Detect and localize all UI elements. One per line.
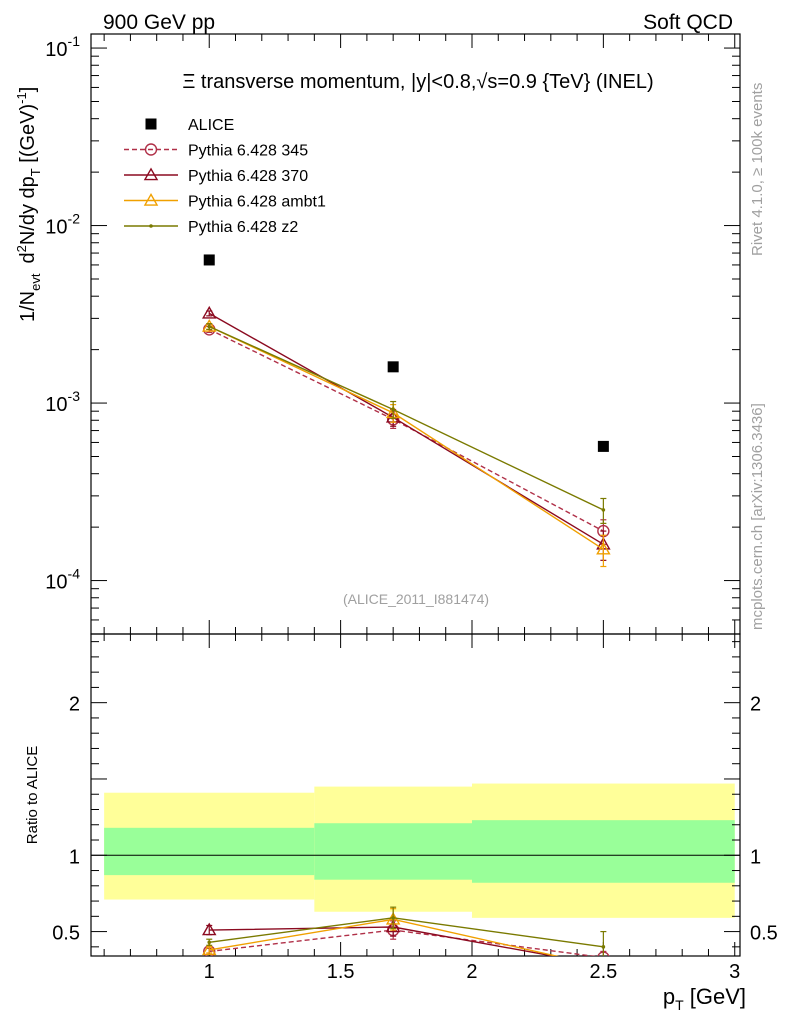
ylabel-part-g: [(GeV) — [17, 104, 39, 168]
data-point-z2 — [207, 324, 212, 329]
series-alice — [203, 254, 609, 452]
data-point-alice — [203, 254, 215, 266]
series-line-ambt1 — [208, 325, 604, 550]
series-ambt1 — [201, 319, 611, 568]
data-point-p370 — [201, 305, 217, 319]
ratio-y-tick-labels: 0.5 0.5 1 1 2 2 — [52, 694, 778, 945]
tick-exponent: -4 — [68, 566, 81, 582]
analysis-watermark: (ALICE_2011_I881474) — [343, 591, 489, 607]
ratio-plot-frame — [90, 633, 741, 957]
legend-label-alice: ALICE — [188, 117, 234, 134]
series-line-p370 — [209, 926, 557, 956]
legend-marker-ambt1 — [143, 193, 159, 206]
ratio-y-tick-label-left: 1 — [69, 846, 80, 868]
x-tick-label: 2 — [466, 961, 477, 983]
series-p370 — [201, 917, 557, 956]
ratio-x-tick-labels: 1 1.5 2 2.5 3 — [204, 961, 741, 983]
x-axis-label: pT [GeV] — [663, 984, 746, 1013]
data-point-alice — [597, 440, 609, 452]
ylabel-part-h: -1 — [14, 92, 29, 104]
xlabel-part-a: p — [663, 984, 675, 1009]
header-left: 900 GeV pp — [103, 11, 215, 34]
header-right: Soft QCD — [643, 11, 733, 34]
main-y-tick-labels: 10-410-310-210-1 — [45, 33, 80, 594]
legend-marker-z2 — [149, 224, 153, 228]
inner-band-0 — [104, 827, 315, 876]
x-tick-label: 1.5 — [327, 961, 355, 983]
data-point-z2 — [207, 940, 212, 945]
series-p345 — [203, 920, 610, 956]
ratio-y-tick-label-right: 0.5 — [750, 923, 778, 945]
data-point-p345 — [203, 945, 216, 956]
tick-exponent: -2 — [68, 211, 81, 227]
data-point-ambt1 — [596, 541, 611, 555]
ratio-bands — [104, 783, 735, 918]
xlabel-part-c: [GeV] — [684, 984, 746, 1009]
x-tick-label: 2.5 — [589, 961, 617, 983]
series-line-ambt1 — [209, 918, 560, 956]
ratio-y-tick-label-right: 1 — [750, 846, 761, 868]
legend-label-ambt1: Pythia 6.428 ambt1 — [188, 194, 326, 211]
series-line-p370 — [208, 312, 604, 545]
plot-title: Ξ transverse momentum, |y|<0.8,√s=0.9 {T… — [182, 71, 653, 93]
data-point-ambt1 — [201, 942, 217, 956]
ylabel-part-e: N/dy dp — [17, 176, 39, 245]
main-y-axis-label: 1/Nevt d2N/dy dpT [(GeV)-1] — [14, 87, 43, 322]
data-point-z2 — [601, 945, 606, 949]
legend-label-p345: Pythia 6.428 345 — [188, 143, 308, 160]
tick-base: 10 — [45, 217, 67, 239]
main-y-tick-label: 10-2 — [45, 211, 80, 239]
legend-label-p370: Pythia 6.428 370 — [188, 168, 308, 185]
ylabel-part-f: T — [28, 168, 43, 176]
data-point-ambt1 — [201, 319, 217, 332]
main-series-group — [201, 254, 611, 568]
data-point-z2 — [601, 508, 606, 512]
ylabel-part-a: 1/N — [17, 291, 39, 322]
tick-base: 10 — [45, 39, 67, 61]
mcplots-annotation: mcplots.cern.ch [arXiv:1306.3436] — [749, 403, 766, 630]
inner-band-1 — [314, 823, 472, 880]
tick-exponent: -3 — [68, 388, 81, 404]
ylabel-part-c: d — [17, 252, 39, 263]
series-ambt1 — [201, 908, 560, 956]
x-tick-label: 3 — [729, 961, 740, 983]
ylabel-part-d: 2 — [14, 245, 29, 252]
series-line-p345 — [208, 328, 604, 532]
series-p370 — [201, 305, 611, 561]
ratio-series-group — [201, 906, 610, 956]
xlabel-part-b: T — [675, 997, 684, 1013]
series-z2 — [206, 906, 607, 956]
data-point-alice — [387, 361, 399, 373]
rivet-annotation: Rivet 4.1.0, ≥ 100k events — [749, 83, 766, 256]
inner-band-2 — [471, 820, 735, 883]
main-y-tick-label: 10-4 — [45, 566, 80, 594]
ylabel-part-b: evt — [28, 273, 43, 291]
tick-exponent: -1 — [68, 33, 81, 49]
ylabel-part-i: ] — [17, 87, 39, 93]
data-point-z2 — [391, 916, 395, 920]
tick-base: 10 — [45, 572, 67, 594]
ratio-y-tick-label-right: 2 — [750, 694, 761, 716]
ratio-y-tick-label-left: 0.5 — [52, 923, 80, 945]
tick-base: 10 — [45, 394, 67, 416]
legend-label-z2: Pythia 6.428 z2 — [188, 219, 298, 236]
x-tick-label: 1 — [204, 961, 215, 983]
series-z2 — [206, 323, 607, 524]
legend-marker-p345 — [144, 143, 158, 156]
main-y-tick-label: 10-3 — [45, 388, 80, 416]
data-point-p370 — [385, 919, 401, 933]
axis-ticks — [91, 34, 740, 956]
ratio-y-axis-label: Ratio to ALICE — [24, 746, 41, 844]
data-point-z2 — [391, 407, 395, 412]
legend: ALICE Pythia 6.428 345 Pythia 6.428 370 Pyt… — [124, 117, 326, 236]
ratio-y-tick-label-left: 2 — [69, 694, 80, 716]
legend-marker-alice — [145, 118, 157, 130]
main-y-tick-label: 10-1 — [45, 33, 80, 61]
legend-marker-p370 — [143, 167, 159, 181]
data-point-p370 — [201, 922, 217, 936]
